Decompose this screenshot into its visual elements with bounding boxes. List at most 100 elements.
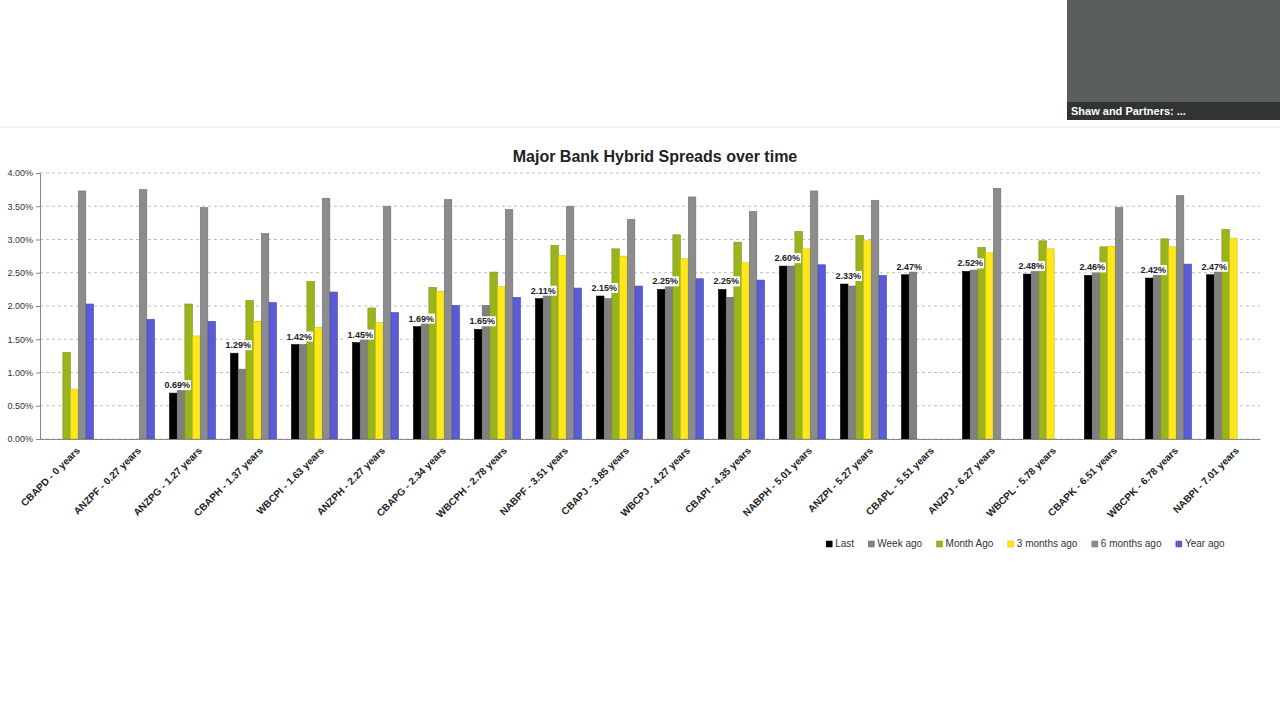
legend-item: Year ago — [1176, 538, 1225, 549]
legend-item: 6 months ago — [1092, 538, 1162, 549]
legend-swatch — [826, 541, 832, 547]
bar — [490, 272, 498, 439]
data-label-text: 2.52% — [957, 258, 983, 268]
y-tick: 3.50% — [7, 202, 40, 212]
y-tick-mark — [36, 173, 40, 174]
x-tick-label: CBAPJ - 3.85 years — [559, 445, 632, 518]
data-label: 2.25% — [651, 276, 679, 286]
data-label-text: 2.11% — [531, 286, 556, 296]
legend-swatch — [1176, 541, 1182, 547]
grid-line — [40, 339, 1260, 340]
y-tick-label: 4.00% — [7, 168, 33, 178]
y-axis: 0.00%0.50%1.00%1.50%2.00%2.50%3.00%3.50%… — [7, 168, 40, 444]
bar — [696, 279, 704, 439]
bar — [1169, 247, 1177, 439]
bar — [1084, 275, 1092, 439]
x-axis-line — [41, 439, 1261, 440]
data-label: 2.60% — [773, 253, 801, 263]
bar — [559, 255, 567, 439]
bar — [269, 303, 277, 439]
x-tick: ANZPJ - 6.27 years — [926, 439, 998, 516]
bar — [635, 286, 643, 439]
x-tick-label: CBAPH - 1.37 years — [192, 445, 266, 519]
bar — [513, 297, 521, 439]
data-label-text: 1.45% — [347, 330, 373, 340]
x-tick: WBCPJ - 4.27 years — [618, 439, 692, 519]
legend-label: Year ago — [1185, 538, 1225, 549]
video-overlay: Shaw and Partners: ... — [1067, 0, 1280, 120]
bar — [352, 343, 360, 439]
x-tick-label: NABPF - 3.51 years — [498, 445, 571, 518]
bar — [452, 305, 460, 439]
data-label: 2.25% — [712, 276, 740, 286]
bar — [596, 296, 604, 439]
label-ground — [1017, 261, 1045, 271]
data-label-text: 1.29% — [225, 340, 251, 350]
legend-swatch — [1008, 541, 1014, 547]
legend-item: Week ago — [868, 538, 922, 549]
y-tick-mark — [36, 439, 40, 440]
bar — [779, 266, 787, 439]
bar — [330, 292, 338, 439]
legend-label: 3 months ago — [1017, 538, 1078, 549]
grid-line — [40, 372, 1260, 373]
data-label: 1.69% — [407, 314, 435, 324]
bar — [368, 308, 376, 439]
x-tick-label: WBCPI - 1.63 years — [254, 445, 326, 517]
bar — [535, 299, 543, 439]
y-tick-mark — [36, 273, 40, 274]
x-tick: ANZPH - 2.27 years — [315, 439, 388, 518]
x-tick: ANZPG - 1.27 years — [131, 439, 204, 518]
bar — [291, 345, 299, 439]
bar — [71, 389, 79, 439]
x-tick: CBAPK - 6.51 years — [1046, 439, 1120, 518]
legend-label: Week ago — [877, 538, 922, 549]
y-axis-line — [36, 174, 41, 440]
bar — [1176, 196, 1184, 439]
chart-title: Major Bank Hybrid Spreads over time — [513, 148, 798, 165]
x-tick: WBCPL - 5.78 years — [984, 439, 1058, 519]
x-tick-label: CBAPK - 6.51 years — [1046, 445, 1120, 519]
data-label-text: 2.60% — [774, 253, 800, 263]
data-label-text: 2.46% — [1079, 262, 1105, 272]
bar — [909, 269, 917, 439]
data-label-text: 1.65% — [469, 316, 495, 326]
bar — [429, 287, 437, 439]
legend-item: Month Ago — [937, 538, 994, 549]
legend-swatch — [1092, 541, 1098, 547]
x-tick-label: ANZPF - 0.27 years — [71, 445, 143, 517]
x-tick: NABPF - 3.51 years — [498, 439, 571, 518]
grid-line — [40, 306, 1260, 307]
label-ground — [163, 380, 191, 390]
data-label-text: 2.47% — [1201, 262, 1227, 272]
bar — [1023, 274, 1031, 439]
bar — [879, 275, 887, 439]
bar — [246, 301, 254, 439]
caption-ground — [1067, 102, 1280, 120]
bar — [177, 382, 185, 439]
x-tick-label: WBCPK - 6.78 years — [1105, 445, 1180, 520]
data-label: 2.52% — [956, 258, 984, 268]
x-tick-label: ANZPI - 5.27 years — [806, 445, 876, 515]
bar — [840, 284, 848, 439]
data-label-text: 2.48% — [1018, 261, 1044, 271]
data-label-text: 2.42% — [1140, 265, 1166, 275]
bar — [657, 289, 665, 439]
bar — [627, 220, 635, 439]
label-ground — [530, 286, 557, 296]
bar — [604, 299, 612, 439]
bar — [498, 287, 506, 439]
x-tick-label: CBAPL - 5.51 years — [864, 445, 937, 518]
x-tick-label: CBAPI - 4.35 years — [683, 445, 754, 516]
data-label: 1.45% — [346, 330, 374, 340]
bar — [230, 353, 238, 439]
y-tick-label: 1.50% — [7, 335, 33, 345]
legend-item: Last — [826, 538, 854, 549]
y-tick-label: 1.00% — [7, 368, 33, 378]
bar — [1184, 264, 1192, 439]
bar — [200, 208, 208, 439]
x-tick: CBAPG - 2.34 years — [374, 439, 448, 519]
bar — [147, 319, 155, 439]
data-label-text: 2.47% — [896, 262, 922, 272]
bar — [803, 249, 811, 439]
